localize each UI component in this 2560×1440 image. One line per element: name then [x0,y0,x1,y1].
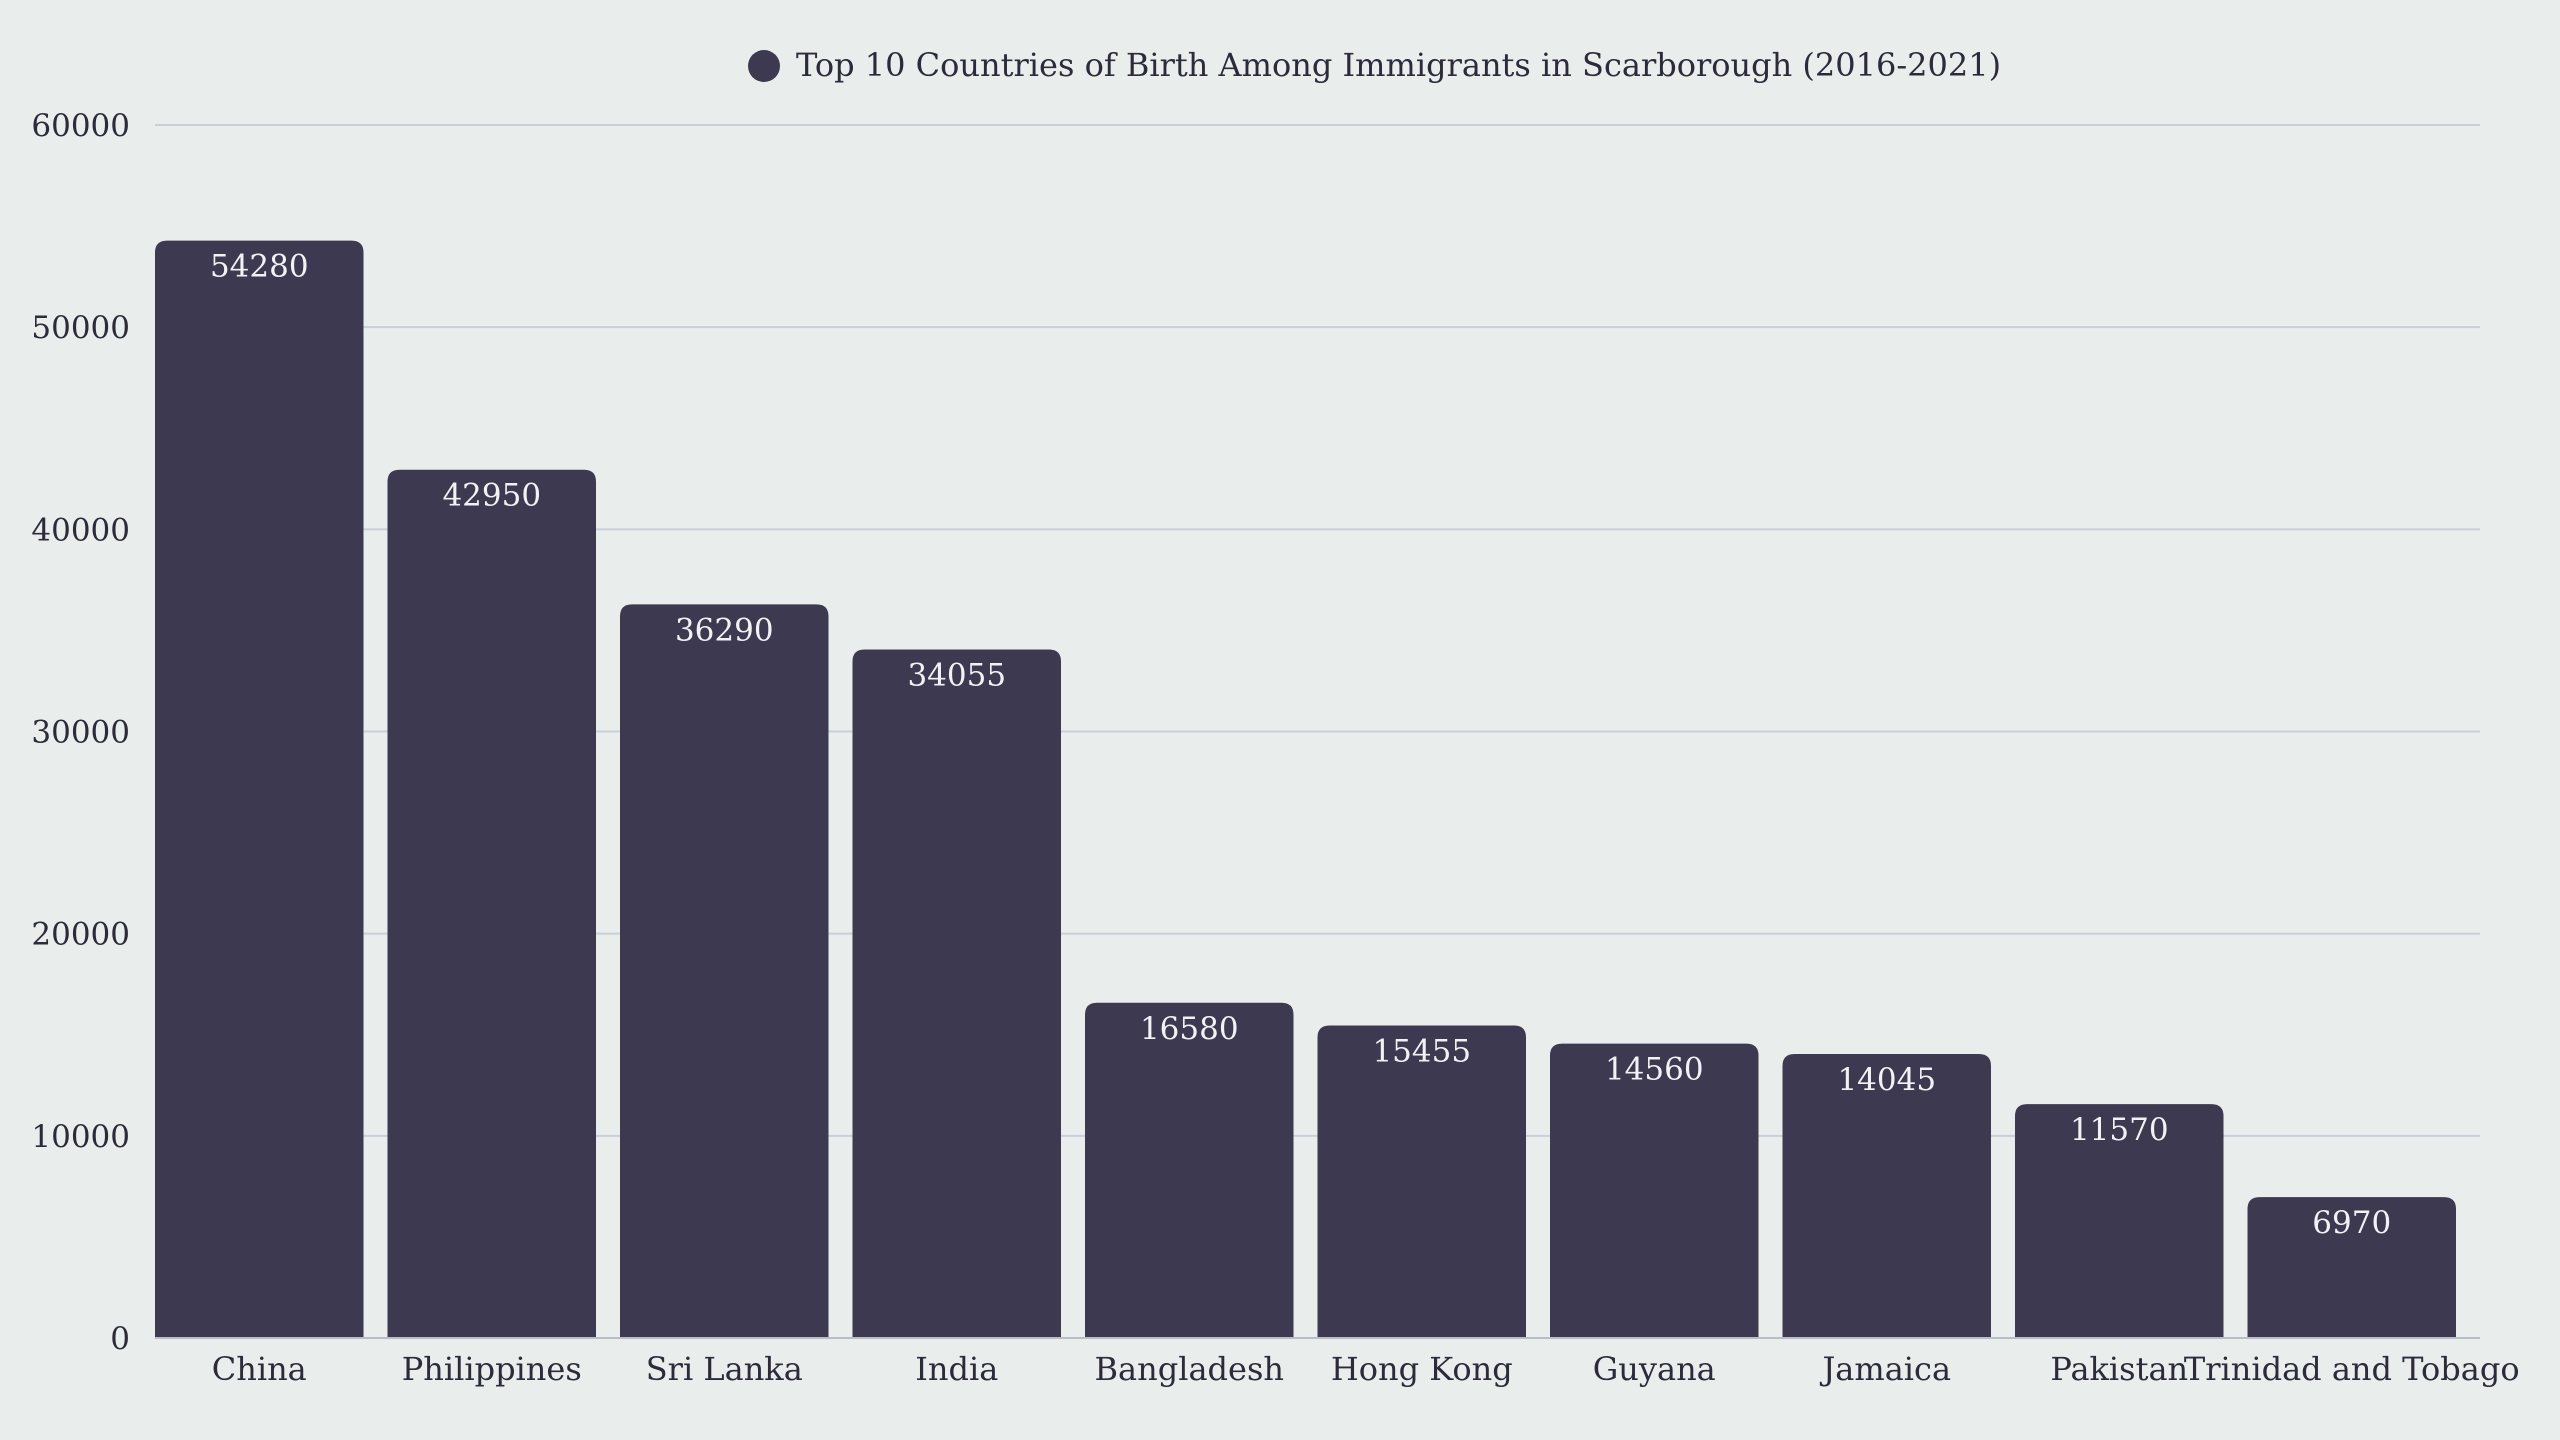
bar [620,604,829,1338]
bar [387,469,596,1338]
x-category-label: Guyana [1593,1350,1716,1388]
y-axis-ticks: 0 10000 20000 30000 40000 50000 60000 [31,108,130,1357]
bar [1085,1002,1294,1338]
bar-value-label: 54280 [210,249,309,285]
legend-marker-icon [748,50,780,82]
bar-value-label: 15455 [1372,1034,1471,1070]
x-category-label: Philippines [402,1350,582,1388]
bar-data-labels: 54280 42950 36290 34055 16580 15455 14560 14045… [210,249,2391,1241]
bar [1782,1054,1991,1338]
x-axis-labels: China Philippines Sri Lanka India Bangladesh… [212,1350,2520,1388]
bar-value-label: 42950 [442,478,541,514]
y-tick-label: 0 [110,1321,130,1357]
bar-value-label: 14045 [1837,1062,1936,1098]
bar-value-label: 11570 [2070,1112,2169,1148]
x-category-label: Hong Kong [1331,1350,1513,1388]
y-tick-label: 40000 [31,512,130,548]
bar-value-label: 14560 [1605,1052,1704,1088]
chart-legend: Top 10 Countries of Birth Among Immigran… [748,46,2001,84]
bar [852,649,1061,1338]
x-category-label: Bangladesh [1095,1350,1284,1388]
x-category-label: Pakistan [2050,1350,2188,1388]
bar [2247,1197,2456,1338]
bar [2015,1104,2224,1338]
y-tick-label: 50000 [31,310,130,346]
bar-value-label: 6970 [2312,1205,2391,1241]
y-tick-label: 60000 [31,108,130,144]
legend-label: Top 10 Countries of Birth Among Immigran… [796,46,2001,84]
x-category-label: China [212,1350,307,1388]
bar [1317,1025,1526,1338]
bar-value-label: 16580 [1140,1011,1239,1047]
x-category-label: India [915,1350,998,1388]
bar-value-label: 36290 [675,612,774,648]
bar-value-label: 34055 [907,658,1006,694]
y-tick-label: 20000 [31,917,130,953]
bar-series [155,240,2456,1339]
x-category-label: Trinidad and Tobago [2184,1350,2520,1388]
x-category-label: Sri Lanka [646,1350,803,1388]
bar [1550,1043,1759,1338]
bar [155,240,364,1339]
y-tick-label: 10000 [31,1119,130,1155]
y-tick-label: 30000 [31,715,130,751]
x-category-label: Jamaica [1819,1350,1951,1388]
